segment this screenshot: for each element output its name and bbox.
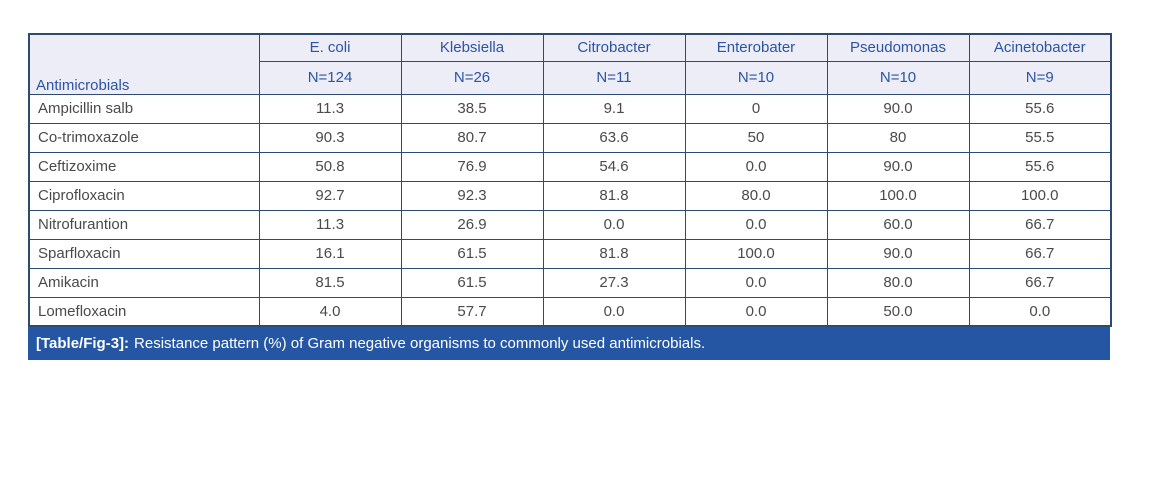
corner-header-antimicrobials: Antimicrobials bbox=[28, 33, 260, 95]
resistance-value: 57.7 bbox=[400, 296, 544, 327]
resistance-value: 92.7 bbox=[258, 180, 402, 211]
resistance-value: 61.5 bbox=[400, 238, 544, 269]
resistance-value: 90.0 bbox=[826, 93, 970, 124]
resistance-value: 16.1 bbox=[258, 238, 402, 269]
resistance-value: 0.0 bbox=[684, 267, 828, 298]
count-header-row: N=124 N=26 N=11 N=10 N=10 N=9 bbox=[29, 60, 1112, 95]
table-body: Ampicillin salb 11.3 38.5 9.1 0 90.0 55.6 Co-tr… bbox=[28, 93, 1112, 327]
resistance-value: 55.5 bbox=[968, 122, 1112, 153]
column-header-organism: E. coli bbox=[258, 33, 402, 62]
antimicrobial-name: Ciprofloxacin bbox=[28, 180, 260, 211]
caption-prefix: [Table/Fig-3]: bbox=[36, 335, 130, 352]
column-header-count: N=26 bbox=[400, 60, 544, 95]
resistance-value: 0.0 bbox=[542, 209, 686, 240]
table-row: Lomefloxacin 4.0 57.7 0.0 0.0 50.0 0.0 bbox=[28, 296, 1112, 327]
table-row: Ceftizoxime 50.8 76.9 54.6 0.0 90.0 55.6 bbox=[28, 151, 1112, 182]
column-header-organism: Enterobater bbox=[684, 33, 828, 62]
resistance-value: 92.3 bbox=[400, 180, 544, 211]
antimicrobial-name: Ceftizoxime bbox=[28, 151, 260, 182]
column-header-organism: Pseudomonas bbox=[826, 33, 970, 62]
column-header-count: N=11 bbox=[542, 60, 686, 95]
table-row: Sparfloxacin 16.1 61.5 81.8 100.0 90.0 66.7 bbox=[28, 238, 1112, 269]
table-figure: Antimicrobials E. coli Klebsiella Citrob… bbox=[28, 33, 1112, 360]
resistance-value: 11.3 bbox=[258, 209, 402, 240]
column-header-organism: Acinetobacter bbox=[968, 33, 1112, 62]
resistance-value: 26.9 bbox=[400, 209, 544, 240]
resistance-value: 55.6 bbox=[968, 151, 1112, 182]
resistance-value: 80.7 bbox=[400, 122, 544, 153]
resistance-value: 80.0 bbox=[826, 267, 970, 298]
resistance-value: 90.0 bbox=[826, 238, 970, 269]
resistance-value: 0 bbox=[684, 93, 828, 124]
column-header-count: N=124 bbox=[258, 60, 402, 95]
caption-text: Resistance pattern (%) of Gram negative … bbox=[134, 335, 706, 352]
resistance-value: 100.0 bbox=[826, 180, 970, 211]
table-row: Nitrofurantion 11.3 26.9 0.0 0.0 60.0 66.7 bbox=[28, 209, 1112, 240]
antimicrobial-name: Amikacin bbox=[28, 267, 260, 298]
column-header-count: N=10 bbox=[684, 60, 828, 95]
resistance-value: 66.7 bbox=[968, 209, 1112, 240]
table-row: Co-trimoxazole 90.3 80.7 63.6 50 80 55.5 bbox=[28, 122, 1112, 153]
resistance-value: 0.0 bbox=[684, 296, 828, 327]
resistance-value: 9.1 bbox=[542, 93, 686, 124]
figure-caption: [Table/Fig-3]: Resistance pattern (%) of… bbox=[28, 327, 1110, 360]
resistance-value: 54.6 bbox=[542, 151, 686, 182]
antimicrobial-name: Ampicillin salb bbox=[28, 93, 260, 124]
resistance-value: 90.0 bbox=[826, 151, 970, 182]
antimicrobial-name: Co-trimoxazole bbox=[28, 122, 260, 153]
resistance-value: 0.0 bbox=[684, 209, 828, 240]
resistance-value: 100.0 bbox=[684, 238, 828, 269]
resistance-value: 50.0 bbox=[826, 296, 970, 327]
antimicrobial-name: Sparfloxacin bbox=[28, 238, 260, 269]
resistance-value: 4.0 bbox=[258, 296, 402, 327]
resistance-value: 80 bbox=[826, 122, 970, 153]
resistance-value: 50 bbox=[684, 122, 828, 153]
resistance-value: 76.9 bbox=[400, 151, 544, 182]
table-row: Ampicillin salb 11.3 38.5 9.1 0 90.0 55.6 bbox=[28, 93, 1112, 124]
resistance-value: 63.6 bbox=[542, 122, 686, 153]
resistance-value: 90.3 bbox=[258, 122, 402, 153]
resistance-value: 66.7 bbox=[968, 267, 1112, 298]
antimicrobial-name: Nitrofurantion bbox=[28, 209, 260, 240]
column-header-organism: Klebsiella bbox=[400, 33, 544, 62]
organism-header-row: Antimicrobials E. coli Klebsiella Citrob… bbox=[28, 33, 1112, 95]
antimicrobial-name: Lomefloxacin bbox=[28, 296, 260, 327]
resistance-value: 27.3 bbox=[542, 267, 686, 298]
resistance-value: 61.5 bbox=[400, 267, 544, 298]
resistance-value: 66.7 bbox=[968, 238, 1112, 269]
resistance-value: 60.0 bbox=[826, 209, 970, 240]
resistance-value: 81.5 bbox=[258, 267, 402, 298]
column-header-organism: Citrobacter bbox=[542, 33, 686, 62]
resistance-value: 11.3 bbox=[258, 93, 402, 124]
resistance-value: 55.6 bbox=[968, 93, 1112, 124]
column-header-count: N=9 bbox=[968, 60, 1112, 95]
resistance-value: 81.8 bbox=[542, 180, 686, 211]
resistance-table: Antimicrobials E. coli Klebsiella Citrob… bbox=[28, 33, 1112, 327]
resistance-value: 0.0 bbox=[968, 296, 1112, 327]
column-header-count: N=10 bbox=[826, 60, 970, 95]
resistance-value: 38.5 bbox=[400, 93, 544, 124]
resistance-value: 81.8 bbox=[542, 238, 686, 269]
resistance-value: 100.0 bbox=[968, 180, 1112, 211]
resistance-value: 0.0 bbox=[542, 296, 686, 327]
resistance-value: 0.0 bbox=[684, 151, 828, 182]
resistance-value: 80.0 bbox=[684, 180, 828, 211]
table-row: Amikacin 81.5 61.5 27.3 0.0 80.0 66.7 bbox=[28, 267, 1112, 298]
table-row: Ciprofloxacin 92.7 92.3 81.8 80.0 100.0 100.0 bbox=[28, 180, 1112, 211]
table-header: Antimicrobials E. coli Klebsiella Citrob… bbox=[28, 33, 1112, 95]
resistance-value: 50.8 bbox=[258, 151, 402, 182]
